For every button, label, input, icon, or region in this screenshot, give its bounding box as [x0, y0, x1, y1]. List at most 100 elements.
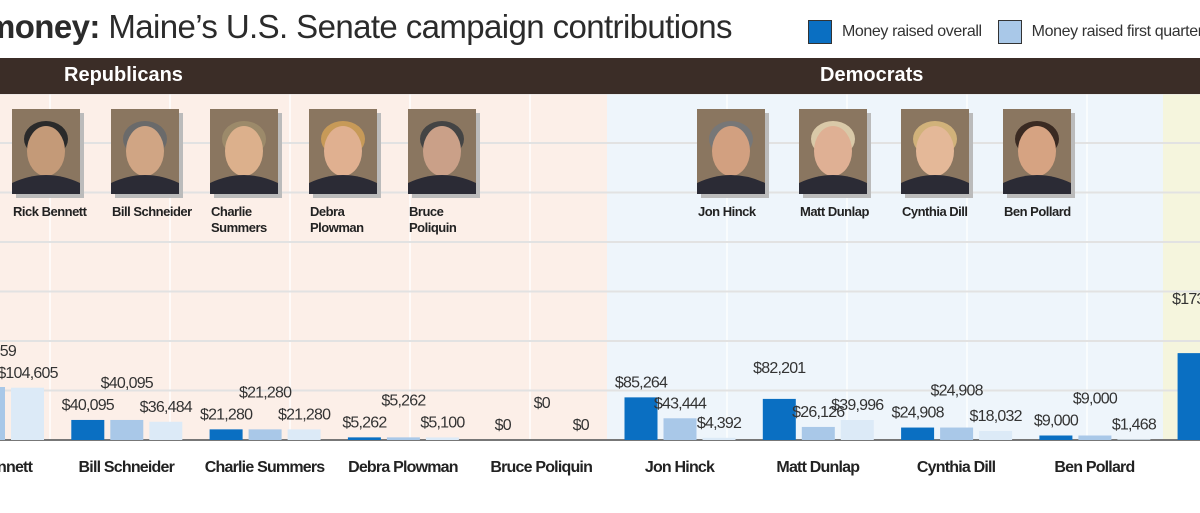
bar-2 [940, 427, 974, 440]
bar-3 [425, 437, 459, 440]
bar-2 [663, 418, 697, 440]
candidate-name: Charlie Summers [211, 204, 267, 235]
value-label: $0 [534, 395, 551, 412]
value-label: $5,262 [342, 414, 387, 431]
portrait-image [408, 109, 476, 194]
candidate-photo [309, 109, 377, 194]
bar-1 [762, 398, 796, 440]
party-header-band [0, 58, 1200, 94]
value-label: $5,262 [381, 392, 426, 409]
category-label: Matt Dunlap [776, 459, 860, 476]
candidate-name: Bruce Poliquin [409, 204, 457, 235]
candidate-photo [1003, 109, 1071, 194]
value-label: $4,392 [697, 415, 742, 432]
party-label-republicans: Republicans [64, 64, 183, 86]
bar-2 [248, 429, 282, 440]
value-label: $40,095 [101, 375, 154, 392]
value-label: $85,264 [615, 374, 668, 391]
category-label: Debra Plowman [348, 459, 458, 476]
portrait-image [901, 109, 969, 194]
candidate-name: Debra Plowman [310, 204, 364, 235]
bar-2 [386, 437, 420, 440]
candidate-photo [12, 109, 80, 194]
bar-3 [702, 437, 736, 440]
candidate-photo [697, 109, 765, 194]
candidate-name: Jon Hinck [698, 204, 756, 219]
title-rest: Maine’s U.S. Senate campaign contributio… [99, 8, 732, 45]
portrait-image [111, 109, 179, 194]
bar-1 [347, 437, 381, 440]
category-label: Cynthia Dill [917, 459, 996, 476]
category-label: Ben Pollard [1054, 459, 1134, 476]
candidate-photo [111, 109, 179, 194]
value-label: $9,000 [1073, 391, 1118, 408]
value-label: $18,032 [969, 408, 1022, 425]
legend-swatch [808, 20, 832, 44]
bar-3 [840, 420, 874, 440]
bar-2 [0, 387, 5, 440]
category-label: Bill Schneider [79, 459, 175, 476]
candidate-name: Cynthia Dill [902, 204, 968, 219]
legend-item-first-quarter: Money raised first quarter [997, 20, 1200, 44]
category-label: Bruce Poliquin [490, 459, 592, 476]
portrait-image [309, 109, 377, 194]
category-label: Charlie Summers [205, 459, 326, 476]
portrait-image [1003, 109, 1071, 194]
legend: Money raised overall Money raised first … [808, 20, 1200, 44]
bar-1 [71, 419, 105, 440]
bar-3 [11, 387, 44, 440]
bar-2 [801, 426, 835, 440]
candidate-name: Bill Schneider [112, 204, 192, 219]
category-label: Jon Hinck [645, 459, 715, 476]
value-label: $26,126 [792, 404, 845, 421]
candidate-photo [901, 109, 969, 194]
value-label: $5,100 [420, 414, 465, 431]
legend-swatch [997, 20, 1022, 44]
value-label: $40,095 [62, 397, 115, 414]
portrait-image [210, 109, 278, 194]
legend-item-overall: Money raised overall [808, 20, 982, 44]
bar-1 [1039, 435, 1073, 440]
bar-3 [287, 429, 321, 440]
bar-2 [1078, 435, 1112, 440]
bar-1 [209, 429, 243, 440]
candidate-photo [408, 109, 476, 194]
title-bold: money: [0, 8, 100, 45]
value-label: $24,908 [930, 383, 983, 400]
republican-panel [0, 94, 607, 440]
value-label: $21,280 [278, 406, 331, 423]
value-label: $173,5 [1172, 291, 1200, 308]
value-label: $39,996 [831, 397, 884, 414]
bar-1 [624, 397, 658, 440]
bar-3 [1117, 439, 1151, 440]
value-label: $21,280 [200, 406, 253, 423]
portrait-image [12, 109, 80, 194]
candidate-photo [210, 109, 278, 194]
value-label: $24,908 [891, 405, 944, 422]
candidate-name: Ben Pollard [1004, 204, 1071, 219]
bar-3 [149, 421, 183, 440]
candidate-name: Rick Bennett [13, 204, 87, 219]
value-label: $0 [573, 417, 590, 434]
bar-3 [979, 430, 1013, 440]
democrat-panel [607, 94, 1163, 440]
party-label-democrats: Democrats [820, 64, 924, 86]
legend-label: Money raised overall [842, 23, 982, 40]
category-label: Rick Bennett [0, 459, 34, 476]
legend-label: Money raised first quarter [1031, 23, 1200, 40]
bar-1 [901, 427, 935, 440]
bar-2 [110, 419, 144, 440]
value-label: $9,000 [1034, 413, 1079, 430]
candidate-name: Matt Dunlap [800, 204, 869, 219]
value-label: $104,605 [0, 365, 59, 382]
value-label: $43,444 [654, 395, 707, 412]
portrait-image [799, 109, 867, 194]
portrait-image [697, 109, 765, 194]
bar-1 [1177, 353, 1200, 440]
candidate-photo [799, 109, 867, 194]
value-label: $0 [495, 417, 512, 434]
chart-title: money: Maine’s U.S. Senate campaign cont… [0, 8, 732, 46]
value-label: 59 [0, 343, 17, 360]
value-label: $36,484 [140, 399, 193, 416]
value-label: $1,468 [1112, 416, 1157, 433]
